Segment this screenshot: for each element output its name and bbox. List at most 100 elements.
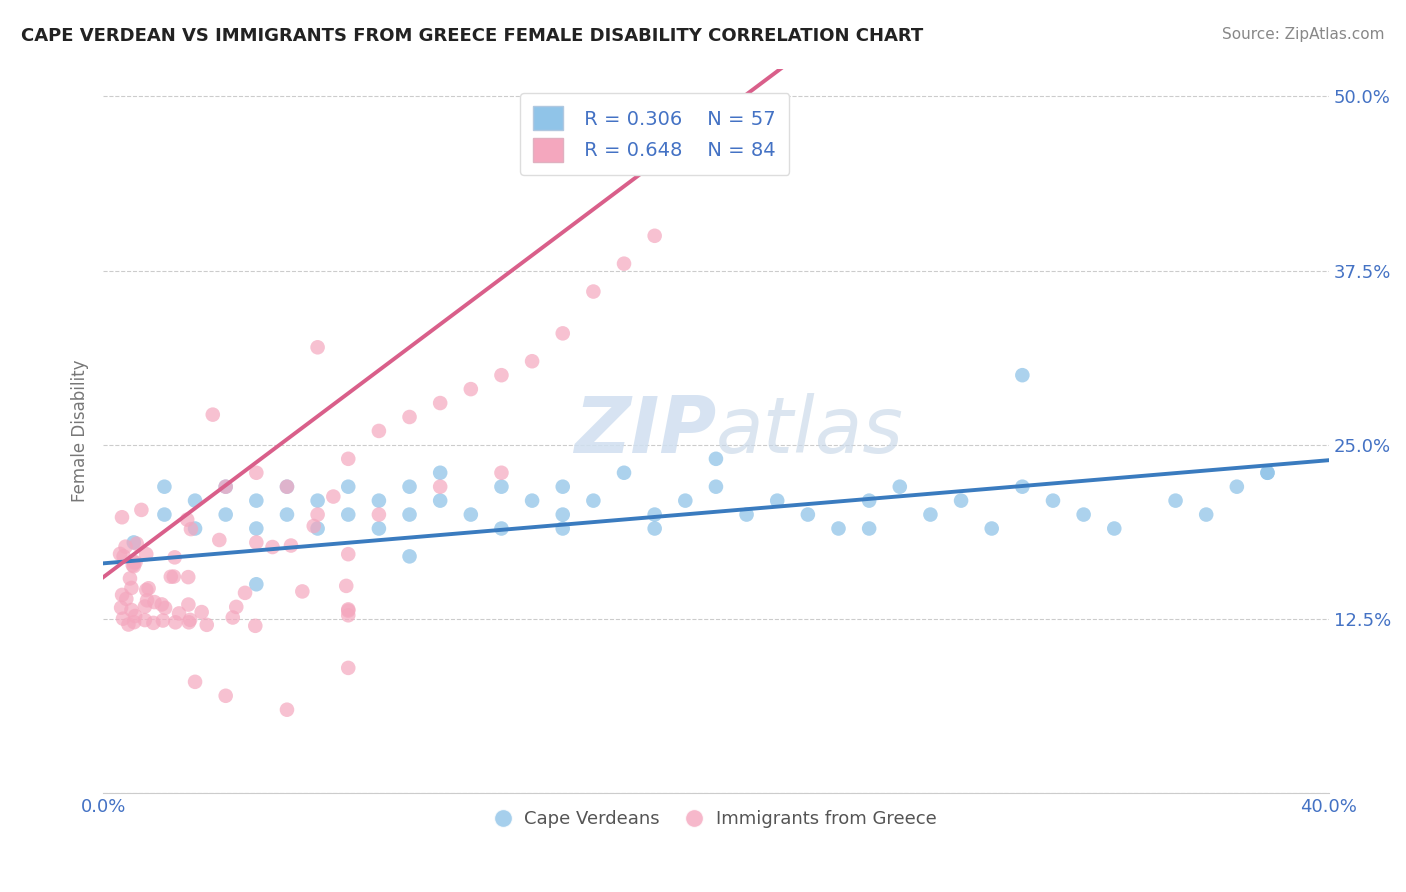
Point xyxy=(1011,368,1033,383)
Point xyxy=(184,674,207,689)
Point xyxy=(429,493,451,508)
Point xyxy=(131,503,153,517)
Point xyxy=(125,536,148,550)
Point xyxy=(262,540,284,554)
Point xyxy=(322,490,344,504)
Point xyxy=(215,480,238,494)
Point xyxy=(337,602,360,616)
Point xyxy=(122,535,145,549)
Point xyxy=(1195,508,1218,522)
Point xyxy=(138,581,160,595)
Y-axis label: Female Disability: Female Disability xyxy=(72,359,89,502)
Point xyxy=(143,595,166,609)
Point xyxy=(153,508,176,522)
Point xyxy=(152,614,174,628)
Point xyxy=(122,555,145,569)
Point xyxy=(1011,480,1033,494)
Point xyxy=(673,493,696,508)
Point xyxy=(233,586,256,600)
Point xyxy=(337,604,360,618)
Point xyxy=(613,257,636,271)
Point xyxy=(136,593,159,607)
Point xyxy=(276,480,298,494)
Point xyxy=(111,588,134,602)
Point xyxy=(135,582,157,597)
Point xyxy=(177,598,200,612)
Point xyxy=(551,521,574,535)
Point xyxy=(134,613,156,627)
Point xyxy=(367,508,389,522)
Point xyxy=(245,466,267,480)
Point xyxy=(111,510,134,524)
Point xyxy=(153,601,176,615)
Point xyxy=(245,619,267,633)
Text: Source: ZipAtlas.com: Source: ZipAtlas.com xyxy=(1222,27,1385,42)
Point xyxy=(337,508,360,522)
Point xyxy=(180,522,202,536)
Point xyxy=(491,480,513,494)
Point xyxy=(491,521,513,535)
Point xyxy=(980,521,1002,535)
Point xyxy=(195,617,218,632)
Point xyxy=(429,396,451,410)
Point xyxy=(398,409,420,424)
Point xyxy=(159,570,181,584)
Point xyxy=(124,609,146,624)
Point xyxy=(112,549,135,564)
Point xyxy=(134,599,156,614)
Point xyxy=(367,493,389,508)
Text: atlas: atlas xyxy=(716,393,904,469)
Point xyxy=(551,508,574,522)
Point xyxy=(165,615,187,630)
Point xyxy=(337,661,360,675)
Point xyxy=(704,451,727,466)
Point xyxy=(735,508,758,522)
Point xyxy=(120,603,142,617)
Point xyxy=(429,480,451,494)
Point xyxy=(337,608,360,623)
Point xyxy=(644,521,666,535)
Point xyxy=(110,600,132,615)
Point xyxy=(582,493,605,508)
Point xyxy=(222,610,245,624)
Text: ZIP: ZIP xyxy=(574,393,716,469)
Point xyxy=(950,493,973,508)
Point xyxy=(398,480,420,494)
Point xyxy=(163,550,186,565)
Point xyxy=(520,493,543,508)
Point xyxy=(367,521,389,535)
Point xyxy=(245,493,267,508)
Point xyxy=(302,519,325,533)
Point xyxy=(307,493,329,508)
Point xyxy=(520,354,543,368)
Point xyxy=(291,584,314,599)
Point xyxy=(858,493,880,508)
Point xyxy=(398,549,420,564)
Point xyxy=(460,508,482,522)
Point xyxy=(276,508,298,522)
Point xyxy=(167,607,190,621)
Point xyxy=(124,555,146,569)
Point xyxy=(491,466,513,480)
Point xyxy=(122,559,145,574)
Point xyxy=(551,326,574,341)
Point xyxy=(429,466,451,480)
Point xyxy=(335,579,357,593)
Point xyxy=(276,480,298,494)
Point xyxy=(163,569,186,583)
Point xyxy=(280,539,302,553)
Point xyxy=(276,703,298,717)
Point xyxy=(858,521,880,535)
Point xyxy=(120,581,142,595)
Point xyxy=(121,558,143,573)
Point xyxy=(613,466,636,480)
Point xyxy=(337,451,360,466)
Point xyxy=(337,480,360,494)
Point xyxy=(215,480,238,494)
Point xyxy=(889,480,911,494)
Point xyxy=(704,480,727,494)
Point xyxy=(245,577,267,591)
Point xyxy=(117,617,139,632)
Point xyxy=(1256,466,1278,480)
Point xyxy=(115,591,138,606)
